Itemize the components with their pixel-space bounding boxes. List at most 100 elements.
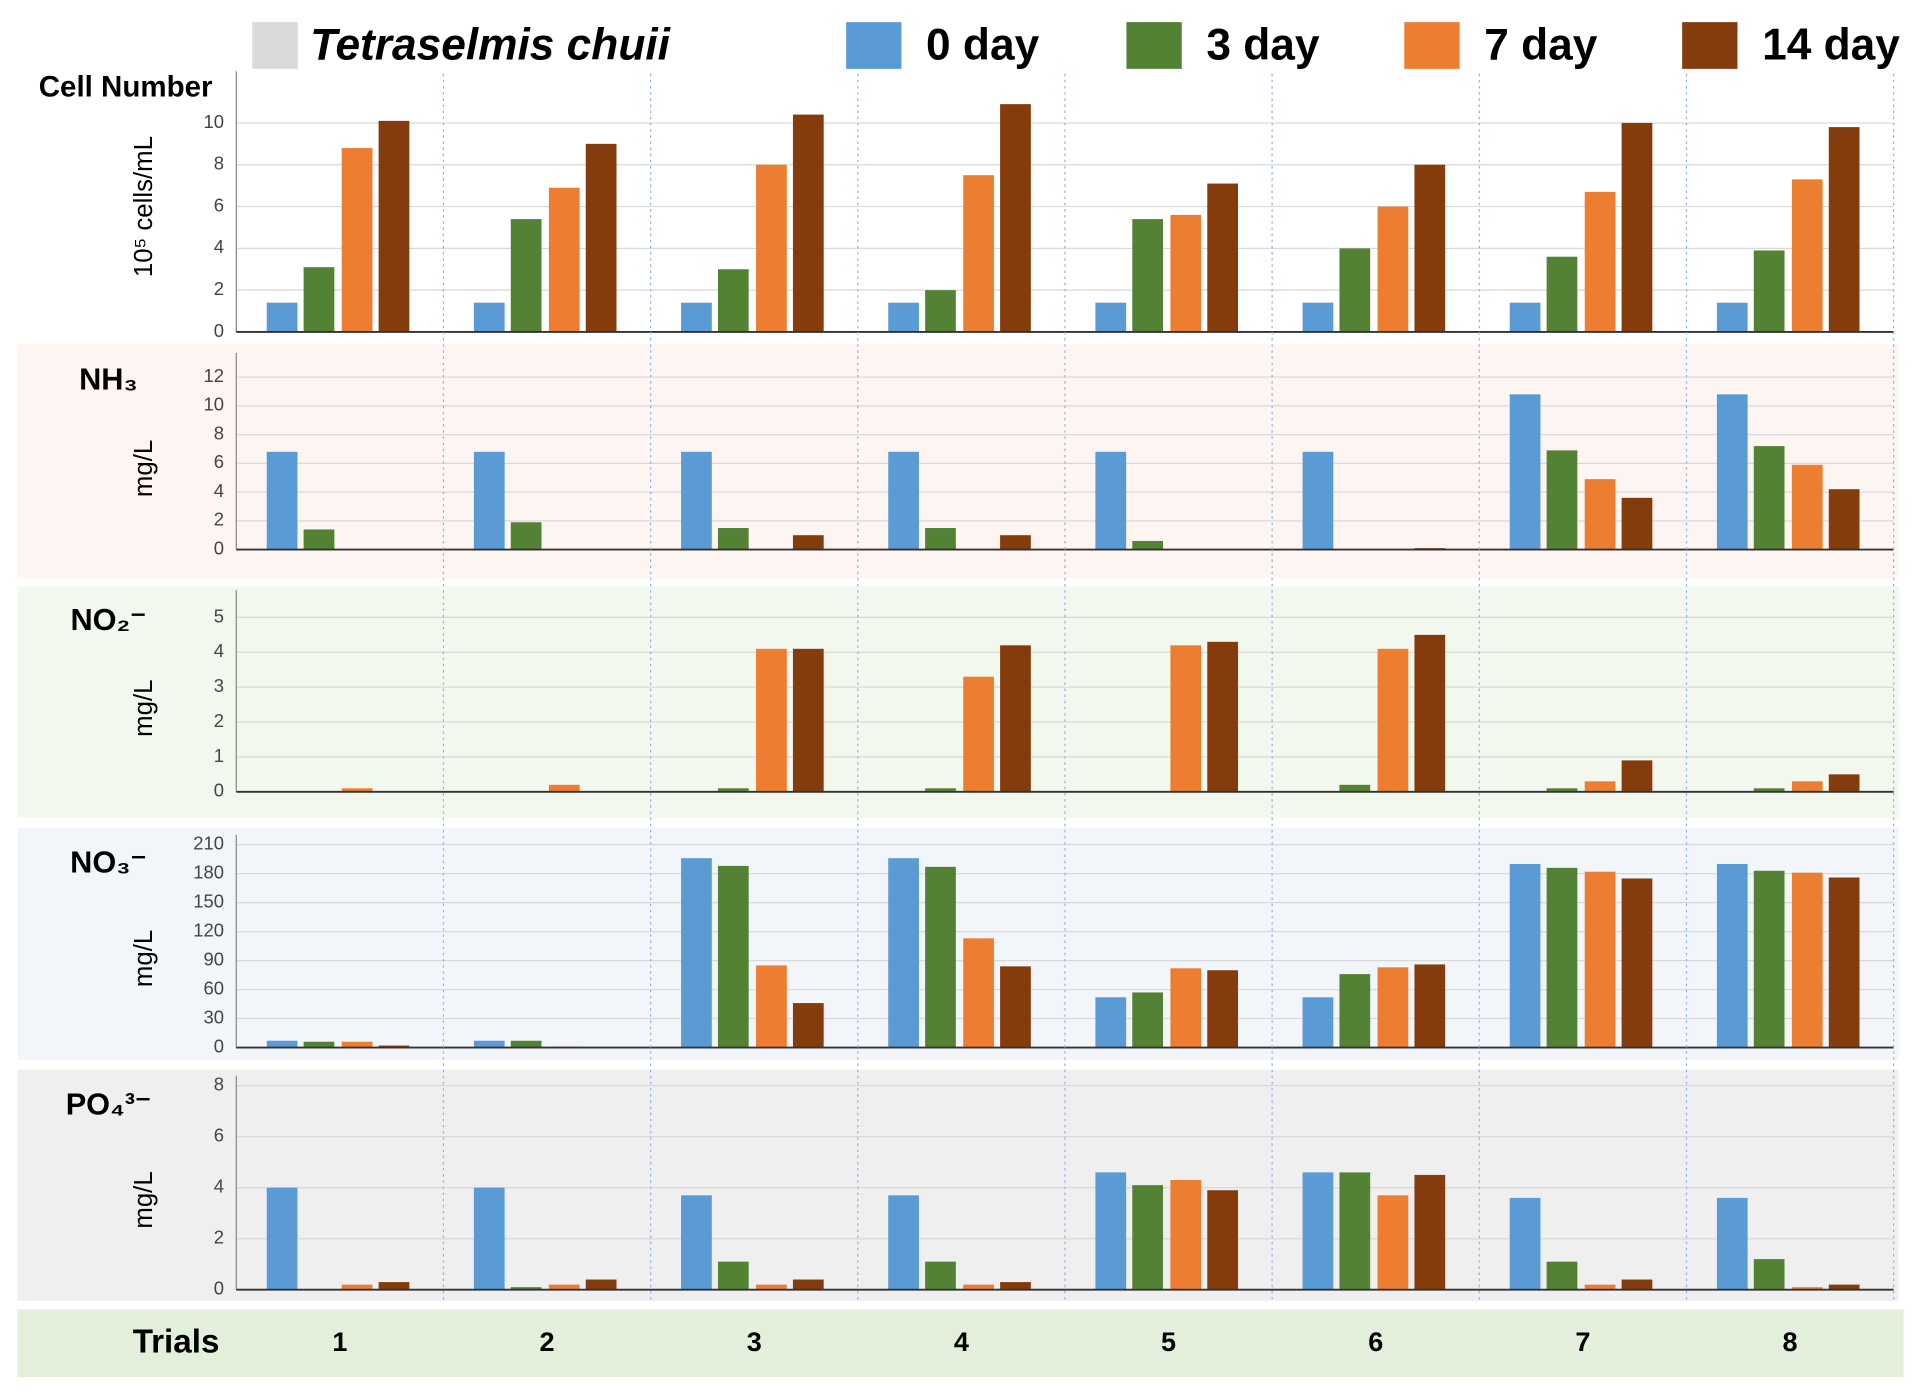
legend-label: 14 day [1762,21,1900,70]
x-tick-label: 8 [1783,1327,1798,1357]
bar [1753,1259,1785,1290]
y-tick-label: 120 [193,919,224,940]
x-tick-label: 2 [540,1327,555,1357]
bar [1414,164,1446,332]
bar [1509,302,1541,332]
bar [1170,214,1202,332]
x-axis-label: Trials [133,1324,220,1361]
bar [1132,219,1164,332]
bar [888,858,919,1048]
x-tick-label: 6 [1368,1327,1383,1357]
legend-swatch [1126,22,1182,69]
bar [341,148,373,332]
y-tick-label: 0 [214,1035,224,1056]
bar [717,269,749,332]
bar [1584,1284,1616,1290]
y-tick-label: 150 [193,890,224,911]
bar [1207,970,1239,1048]
y-tick-label: 3 [214,675,224,696]
panel-title: Cell Number [39,70,213,103]
bar [1302,1172,1334,1290]
panel-background [17,73,1899,339]
bar [1339,784,1371,792]
y-tick-label: 4 [214,480,224,501]
y-tick-label: 90 [203,948,224,969]
y-tick-label: 1 [214,745,224,766]
panel-background [17,1069,1899,1301]
bar [681,302,712,332]
bar [1339,974,1371,1048]
bar [792,114,824,332]
bar [888,302,919,332]
bar [378,120,410,332]
bar [1584,479,1616,550]
bar [1095,302,1127,332]
bar [585,1279,617,1290]
bar [1377,967,1409,1048]
y-tick-label: 8 [214,1074,224,1095]
bar [1546,867,1578,1048]
bar [1302,302,1334,332]
bar [1132,1185,1164,1290]
bar [1546,1261,1578,1290]
bar [1000,966,1031,1048]
bar [792,535,824,550]
bar [1414,1174,1446,1290]
bar [303,529,335,550]
bar [963,676,994,792]
bar [925,528,956,550]
bar [1546,256,1578,332]
legend-swatch [1404,22,1460,69]
bar [1095,451,1127,550]
bar [1339,248,1371,332]
bar [1828,1284,1860,1290]
bar [1828,489,1860,550]
bar [1621,878,1653,1048]
bar [717,1261,749,1290]
x-tick-label: 5 [1161,1327,1176,1357]
bar [888,451,919,550]
y-tick-label: 2 [214,710,224,731]
y-tick-label: 4 [214,640,224,661]
bar [756,965,787,1048]
bar [792,648,824,792]
bar [1546,450,1578,550]
bar [1753,250,1785,332]
bar [756,648,787,792]
bar [1621,497,1653,550]
bar [473,1187,505,1290]
bar [303,1041,335,1048]
y-tick-label: 0 [214,780,224,801]
panel-background [17,827,1899,1060]
y-tick-label: 6 [214,451,224,472]
bar [1791,781,1823,792]
bar [1170,1180,1202,1290]
bar [1509,1197,1541,1290]
y-tick-label: 6 [214,1125,224,1146]
bar [1584,781,1616,792]
bar [888,1195,919,1290]
bar [1753,446,1785,550]
y-tick-label: 2 [214,1227,224,1248]
y-tick-label: 210 [193,833,224,854]
bar [1207,1190,1239,1290]
bar [1509,394,1541,550]
bar [1000,104,1031,332]
bar [1828,127,1860,332]
y-tick-label: 8 [214,422,224,443]
y-axis-label: mg/L [130,440,158,497]
y-axis-label: mg/L [130,680,158,737]
bar [1791,464,1823,550]
bar [1000,645,1031,792]
bar [1170,645,1202,792]
bar [1584,871,1616,1048]
legend-species: Tetraselmis chuii [310,21,672,70]
bar [548,784,580,792]
bar [925,290,956,332]
x-label-background [17,1309,1904,1378]
bar [1546,788,1578,792]
bar [473,1040,505,1048]
legend-swatch [1682,22,1738,69]
panel-title: NO₂⁻ [70,602,146,637]
